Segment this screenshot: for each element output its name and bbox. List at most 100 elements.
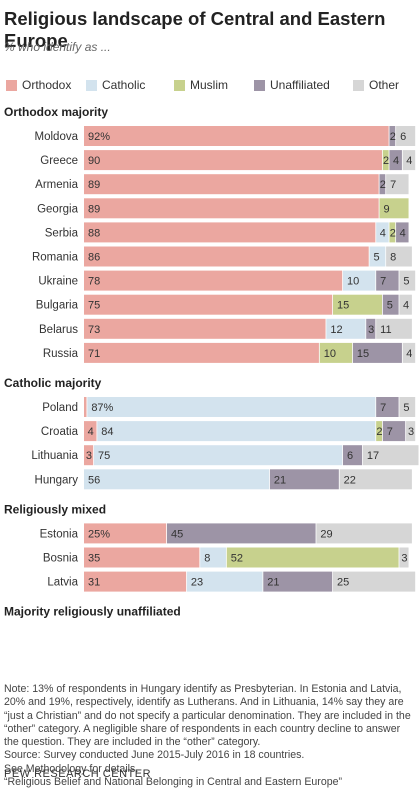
data-label-moldova-orthodox: 92% <box>88 131 110 143</box>
data-label-croatia-other: 3 <box>408 426 414 438</box>
bar-latvia-orthodox <box>84 571 187 592</box>
bar-poland-unaffiliated <box>376 397 399 417</box>
bar-croatia-unaffiliated <box>382 421 406 442</box>
legend-item-catholic: Catholic <box>86 78 145 92</box>
legend-item-other: Other <box>353 78 399 92</box>
data-label-estonia-other: 29 <box>320 528 332 540</box>
row-label-hungary: Hungary <box>35 474 79 486</box>
data-label-bosnia-other: 3 <box>401 553 407 565</box>
bar-armenia-unaffiliated <box>379 174 386 195</box>
data-label-greece-muslim: 2 <box>383 155 389 167</box>
data-label-bulgaria-unaffiliated: 5 <box>387 300 393 312</box>
group-heading-religiously-mixed: Religiously mixed <box>4 502 106 516</box>
legend-label-muslim: Muslim <box>190 78 228 92</box>
bar-latvia-unaffiliated <box>263 571 333 592</box>
bar-latvia-catholic <box>186 571 263 592</box>
data-label-belarus-unaffiliated: 3 <box>368 324 374 336</box>
row-label-estonia: Estonia <box>40 528 79 540</box>
bar-bulgaria-unaffiliated <box>382 294 399 315</box>
bar-hungary-catholic <box>84 469 270 490</box>
bar-lithuania-other <box>362 445 419 466</box>
data-label-poland-catholic: 87% <box>91 402 113 414</box>
data-label-latvia-unaffiliated: 21 <box>267 577 279 589</box>
bar-lithuania-catholic <box>93 445 343 466</box>
data-label-croatia-catholic: 84 <box>101 426 113 438</box>
data-label-serbia-orthodox: 88 <box>88 227 100 239</box>
bar-bosnia-catholic <box>200 547 226 568</box>
row-label-poland: Poland <box>42 402 78 414</box>
bar-serbia-unaffiliated <box>396 222 409 243</box>
bar-ukraine-orthodox <box>84 270 343 291</box>
bar-armenia-other <box>386 174 409 195</box>
row-label-latvia: Latvia <box>47 577 78 589</box>
data-label-lithuania-unaffiliated: 6 <box>347 450 353 462</box>
group-heading-catholic-majority: Catholic majority <box>4 376 102 390</box>
bar-lithuania-orthodox <box>84 445 94 466</box>
row-label-ukraine: Ukraine <box>38 276 78 288</box>
data-label-ukraine-orthodox: 78 <box>88 276 100 288</box>
bar-belarus-unaffiliated <box>366 318 376 339</box>
bar-croatia-other <box>406 421 416 442</box>
row-label-georgia: Georgia <box>37 203 79 215</box>
bar-bosnia-other <box>399 547 409 568</box>
legend-swatch-unaffiliated <box>254 79 265 91</box>
bar-russia-orthodox <box>84 342 319 363</box>
legend-label-other: Other <box>369 78 400 92</box>
data-label-poland-unaffiliated: 7 <box>380 402 386 414</box>
bar-romania-orthodox <box>84 246 369 267</box>
data-label-romania-orthodox: 86 <box>88 252 100 264</box>
legend-swatch-catholic <box>86 79 97 91</box>
data-label-latvia-orthodox: 31 <box>88 577 100 589</box>
data-label-belarus-orthodox: 73 <box>88 324 100 336</box>
bar-serbia-orthodox <box>84 222 376 243</box>
legend-swatch-other <box>353 79 364 91</box>
data-label-bosnia-catholic: 8 <box>204 553 210 565</box>
data-label-greece-unaffiliated: 4 <box>393 155 399 167</box>
group-heading-orthodox-majority: Orthodox majority <box>4 105 108 119</box>
data-label-georgia-muslim: 9 <box>383 203 389 215</box>
row-label-serbia: Serbia <box>45 227 79 239</box>
bar-serbia-catholic <box>376 222 389 243</box>
data-label-croatia-orthodox: 4 <box>88 426 94 438</box>
bar-latvia-other <box>333 571 416 592</box>
data-label-lithuania-catholic: 75 <box>98 450 110 462</box>
row-label-greece: Greece <box>40 155 78 167</box>
bar-estonia-other <box>316 523 412 544</box>
bar-croatia-orthodox <box>84 421 97 442</box>
bar-greece-muslim <box>382 150 389 171</box>
bar-bulgaria-orthodox <box>84 294 333 315</box>
data-label-croatia-unaffiliated: 7 <box>387 426 393 438</box>
bar-hungary-unaffiliated <box>269 469 339 490</box>
methodology-text: See Methodology for details. <box>4 762 139 775</box>
data-label-belarus-catholic: 12 <box>330 324 342 336</box>
data-label-russia-other: 4 <box>406 348 412 360</box>
data-label-hungary-other: 22 <box>344 474 356 486</box>
data-label-armenia-unaffiliated: 2 <box>380 179 386 191</box>
source-text: Source: Survey conducted June 2015-July … <box>4 749 305 762</box>
data-label-bulgaria-orthodox: 75 <box>88 300 100 312</box>
bar-croatia-muslim <box>376 421 382 442</box>
row-label-armenia: Armenia <box>35 179 78 191</box>
bar-bosnia-muslim <box>226 547 399 568</box>
data-label-russia-muslim: 10 <box>324 348 336 360</box>
legend-item-orthodox: Orthodox <box>6 78 71 92</box>
legend-label-catholic: Catholic <box>102 78 146 92</box>
data-label-croatia-muslim: 2 <box>376 426 382 438</box>
bar-georgia-orthodox <box>84 198 379 219</box>
bar-bosnia-orthodox <box>84 547 200 568</box>
data-label-ukraine-catholic: 10 <box>347 276 359 288</box>
data-label-ukraine-unaffiliated: 7 <box>380 276 386 288</box>
bar-armenia-orthodox <box>84 174 379 195</box>
bar-russia-muslim <box>319 342 353 363</box>
bar-moldova-other <box>396 126 416 146</box>
row-label-croatia: Croatia <box>41 426 79 438</box>
data-label-lithuania-orthodox: 3 <box>86 450 92 462</box>
bar-serbia-muslim <box>389 222 396 243</box>
report-title-text: “Religious Belief and National Belonging… <box>4 776 343 789</box>
data-label-armenia-other: 7 <box>390 179 396 191</box>
legend-item-muslim: Muslim <box>174 78 228 92</box>
bar-poland-catholic <box>87 397 376 417</box>
data-label-greece-orthodox: 90 <box>88 155 100 167</box>
bar-poland-orthodox <box>84 397 87 417</box>
data-label-hungary-unaffiliated: 21 <box>274 474 286 486</box>
